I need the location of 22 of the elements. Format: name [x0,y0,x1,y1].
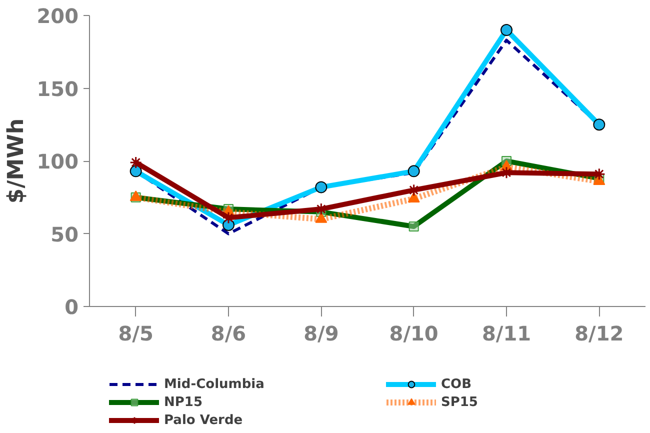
legend-label: COB [441,376,473,392]
point [315,212,328,223]
x-tick-label: 8/5 [118,322,154,346]
y-tick-label: 150 [36,76,78,101]
y-tick-label: 100 [36,150,78,174]
legend-label: SP15 [441,394,479,410]
point [130,156,142,169]
legend-label: Palo Verde [164,412,244,428]
x-tick-label: 8/9 [304,322,339,346]
point [500,24,512,36]
y-axis-title: $/MWh [4,118,29,204]
y-tick-label: 200 [36,4,78,28]
y-tick-label: 50 [50,222,79,246]
x-tick-label: 8/11 [482,322,532,346]
point [408,165,420,178]
x-tick-label: 8/12 [574,322,624,346]
point [408,192,420,203]
legend-label: Mid-Columbia [164,376,266,392]
x-tick-label: 8/6 [210,322,246,346]
legend-label: NP15 [164,394,204,410]
x-tick-label: 8/10 [389,322,438,346]
y-tick-label: 0 [64,295,79,319]
